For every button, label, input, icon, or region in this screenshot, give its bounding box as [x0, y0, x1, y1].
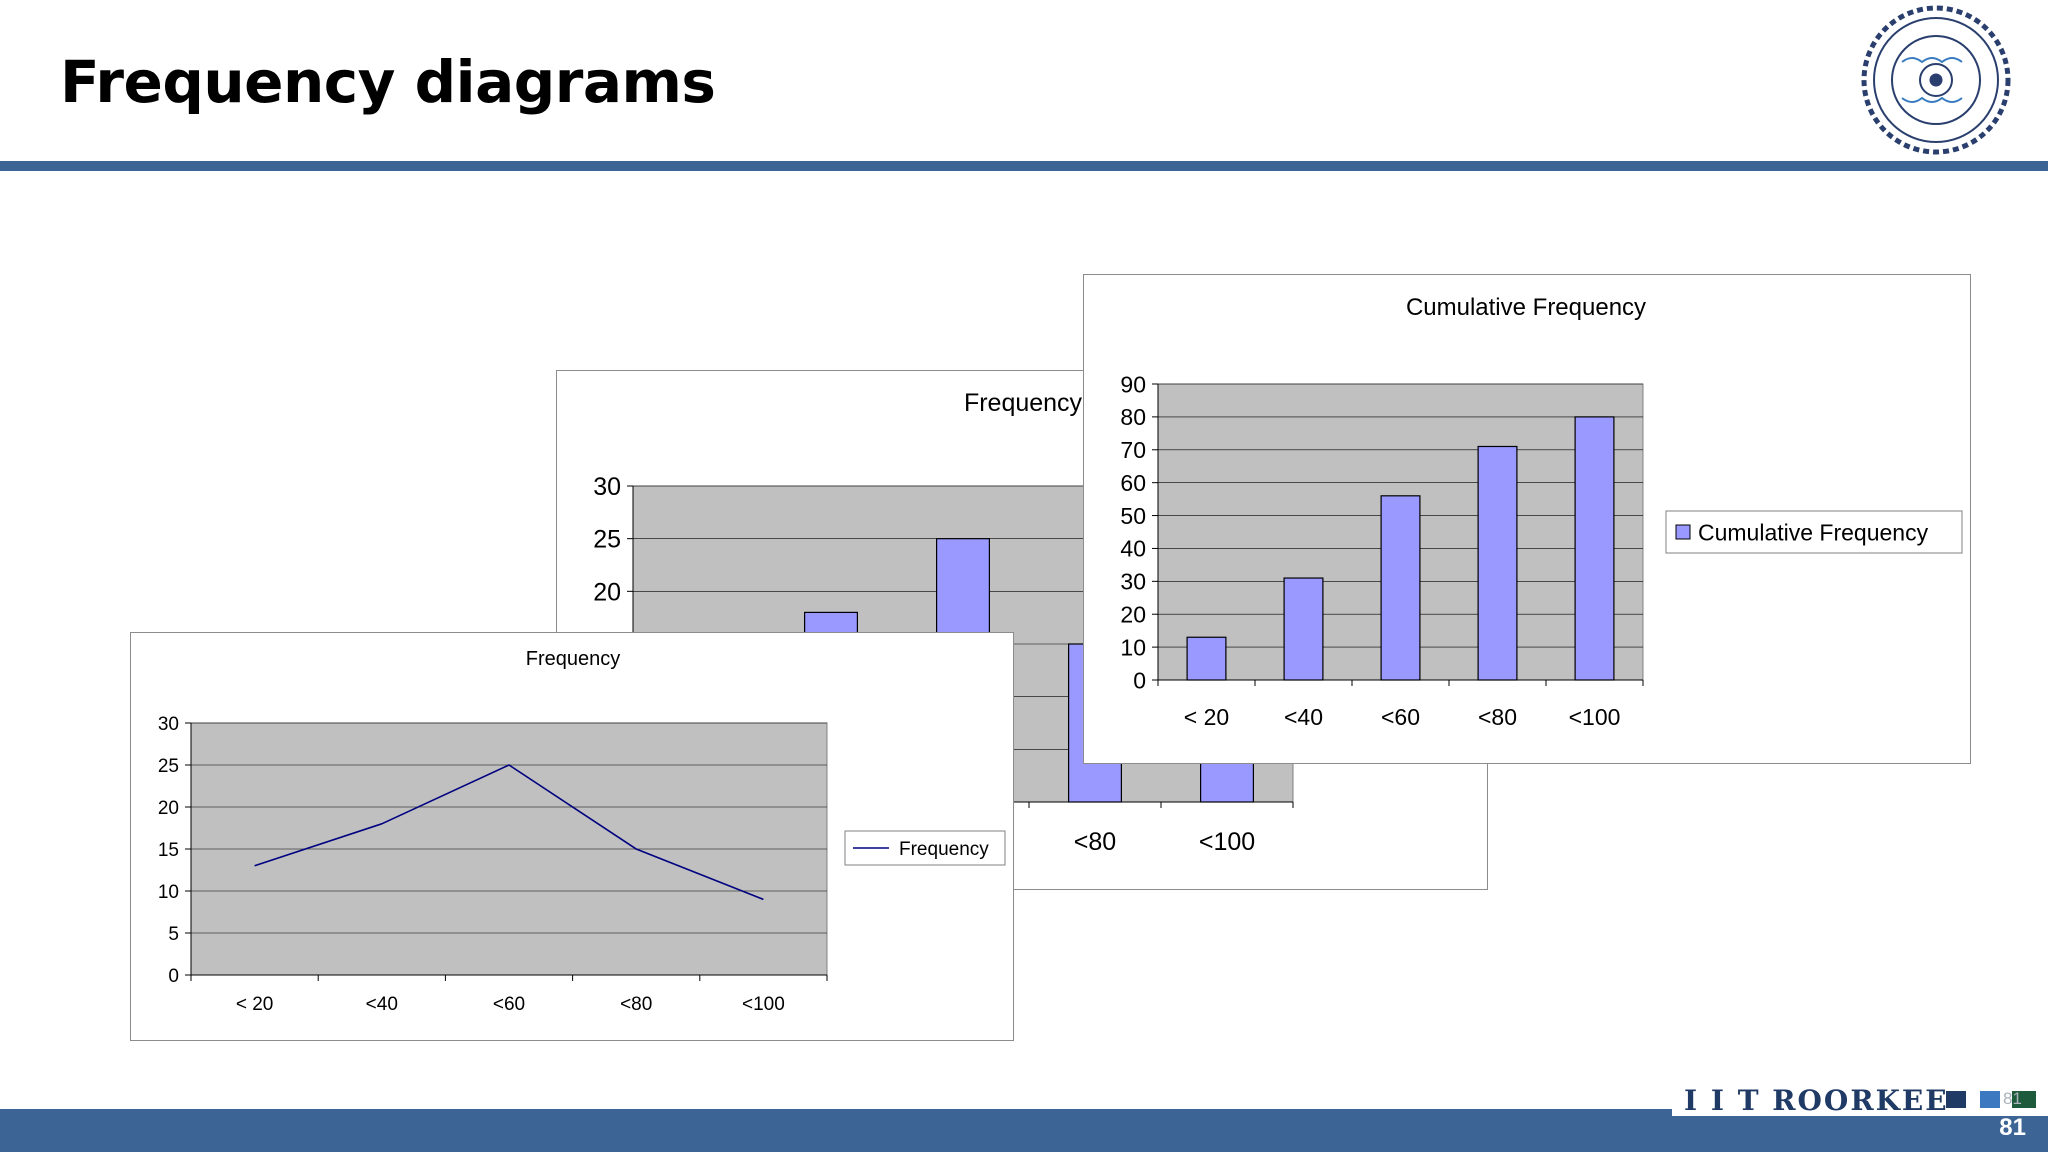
footer-bar	[0, 1109, 2048, 1152]
cum-bar-bar	[1380, 495, 1421, 681]
freq-line-x-tick-label: < 20	[236, 994, 274, 1015]
iit-roorkee-wordmark: I I T ROORKEE	[1684, 1084, 1949, 1117]
cum-bar-x-tick-label: <80	[1478, 704, 1517, 730]
freq-line-y-tick-label: 25	[158, 756, 179, 777]
cum-bar-y-tick-label: 20	[1120, 602, 1146, 628]
cum-bar-x-tick-label: <40	[1284, 704, 1323, 730]
title-divider-bar	[0, 161, 2048, 171]
iit-roorkee-logo	[1861, 5, 2011, 155]
freq-bar-x-tick-label: <80	[1074, 828, 1116, 856]
page-number: 81	[1999, 1114, 2026, 1141]
freq-line-title: Frequency	[526, 648, 621, 670]
slide-title: Frequency diagrams	[60, 48, 716, 116]
freq-line-y-tick-label: 5	[168, 924, 179, 945]
cum-bar-x-tick-label: < 20	[1184, 704, 1229, 730]
brand-square-light	[1980, 1091, 2000, 1108]
cum-bar-bar	[1186, 636, 1227, 681]
cum-bar-legend-label: Cumulative Frequency	[1698, 519, 1929, 545]
brand-square-green	[2012, 1091, 2036, 1108]
freq-line-y-tick-label: 0	[168, 966, 179, 987]
cum-bar-y-tick-label: 10	[1120, 634, 1146, 660]
cum-bar-legend-box	[1665, 510, 1963, 554]
cum-bar-y-tick-label: 70	[1120, 437, 1146, 463]
cum-bar-y-tick-label: 40	[1120, 536, 1146, 562]
cum-bar-y-tick-label: 0	[1133, 667, 1146, 693]
freq-bar-x-tick-label: <100	[1199, 828, 1255, 856]
freq-line-legend-label: Frequency	[899, 839, 989, 860]
freq-line-x-tick-label: <80	[620, 994, 652, 1015]
cum-bar-x-tick-label: <60	[1381, 704, 1420, 730]
cum-bar-y-tick-label: 30	[1120, 569, 1146, 595]
cum-bar-y-tick-label: 60	[1120, 470, 1146, 496]
cum-bar-bar	[1477, 445, 1518, 681]
cum-bar-x-tick-label: <100	[1569, 704, 1621, 730]
freq-bar-y-tick-label: 25	[593, 526, 621, 554]
cum-bar-y-tick-label: 50	[1120, 503, 1146, 529]
brand-square-dark	[1946, 1091, 1966, 1108]
freq-line-x-tick-label: <60	[493, 994, 525, 1015]
frequency-line-chart-svg: Frequency 0 5 10 15 20 25 30 < 20 <40 <60 <80 <100 Fr…	[158, 648, 1006, 1015]
cum-bar-title: Cumulative Frequency	[1406, 294, 1646, 321]
brand-page-mark: 81	[2003, 1089, 2022, 1108]
freq-line-x-tick-label: <40	[366, 994, 398, 1015]
freq-line-y-tick-label: 30	[158, 714, 179, 735]
cum-bar-bar	[1574, 416, 1615, 681]
cumulative-frequency-chart: Cumulative Frequency 0 10 20 30 40 50 60 70 80 90 <…	[1083, 274, 1971, 764]
freq-line-y-tick-label: 10	[158, 882, 179, 903]
cum-bar-y-tick-label: 80	[1120, 404, 1146, 430]
freq-line-x-tick-label: <100	[742, 994, 785, 1015]
freq-bar-y-tick-label: 20	[593, 578, 621, 606]
cum-bar-bar	[1283, 577, 1324, 681]
freq-line-y-tick-label: 15	[158, 840, 179, 861]
frequency-line-chart: Frequency 0 5 10 15 20 25 30 < 20 <40 <60 <80 <100 Fr…	[130, 632, 1014, 1041]
cumulative-frequency-chart-svg: Cumulative Frequency 0 10 20 30 40 50 60 70 80 90 <…	[1120, 294, 1963, 730]
cum-bar-y-tick-label: 90	[1120, 371, 1146, 397]
freq-bar-title: Frequency	[964, 389, 1083, 417]
cum-bar-legend-swatch	[1675, 524, 1691, 540]
freq-line-y-tick-label: 20	[158, 798, 179, 819]
freq-bar-y-tick-label: 30	[593, 473, 621, 501]
